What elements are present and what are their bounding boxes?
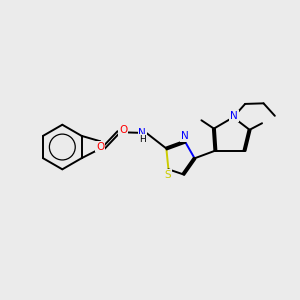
Text: H: H [139,135,146,144]
Text: O: O [96,142,104,152]
Text: S: S [164,170,171,180]
Text: N: N [181,131,189,141]
Text: N: N [230,111,238,121]
Text: N: N [138,128,146,138]
Text: O: O [119,125,128,135]
